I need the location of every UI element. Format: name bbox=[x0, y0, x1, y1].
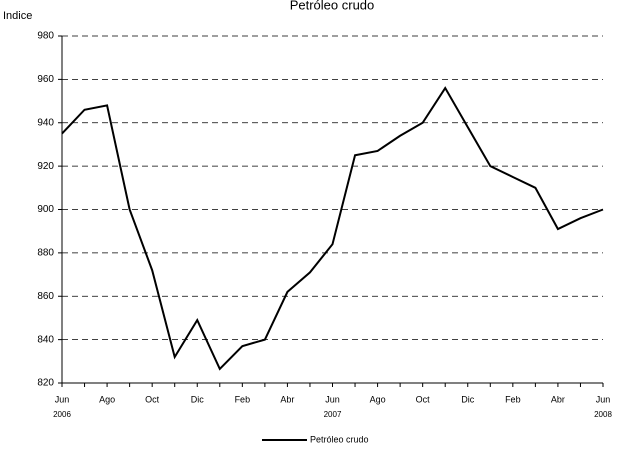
x-tick-label: Ago bbox=[99, 394, 115, 404]
x-tick-label: Dic bbox=[191, 394, 204, 404]
x-year-label: 2007 bbox=[324, 410, 342, 419]
x-tick-label: Jun bbox=[596, 394, 611, 404]
x-tick-label: Jun bbox=[325, 394, 340, 404]
x-tick-label: Ago bbox=[370, 394, 386, 404]
series-line bbox=[61, 86, 604, 371]
x-tick-label: Dic bbox=[461, 394, 474, 404]
y-tick-label: 840 bbox=[37, 334, 54, 345]
y-tick-label: 860 bbox=[37, 291, 54, 302]
legend-label: Petróleo crudo bbox=[310, 434, 369, 444]
x-tick-label: Feb bbox=[505, 394, 521, 404]
y-tick-label: 900 bbox=[37, 204, 54, 215]
x-tick-label: Oct bbox=[416, 394, 431, 404]
y-tick-label: 920 bbox=[37, 161, 54, 172]
y-tick-label: 940 bbox=[37, 117, 54, 128]
y-tick-label: 880 bbox=[37, 248, 54, 259]
x-tick-label: Oct bbox=[145, 394, 160, 404]
x-year-label: 2008 bbox=[594, 410, 612, 419]
y-tick-label: 980 bbox=[37, 31, 54, 42]
x-tick-label: Abr bbox=[551, 394, 565, 404]
x-tick-label: Abr bbox=[280, 394, 294, 404]
x-tick-label: Jun bbox=[55, 394, 70, 404]
y-tick-label: 820 bbox=[37, 378, 54, 389]
y-axis-label: Indice bbox=[3, 10, 32, 22]
x-year-label: 2006 bbox=[53, 410, 71, 419]
y-tick-label: 960 bbox=[37, 74, 54, 85]
chart-title: Petróleo crudo bbox=[290, 0, 375, 12]
x-tick-label: Feb bbox=[235, 394, 251, 404]
